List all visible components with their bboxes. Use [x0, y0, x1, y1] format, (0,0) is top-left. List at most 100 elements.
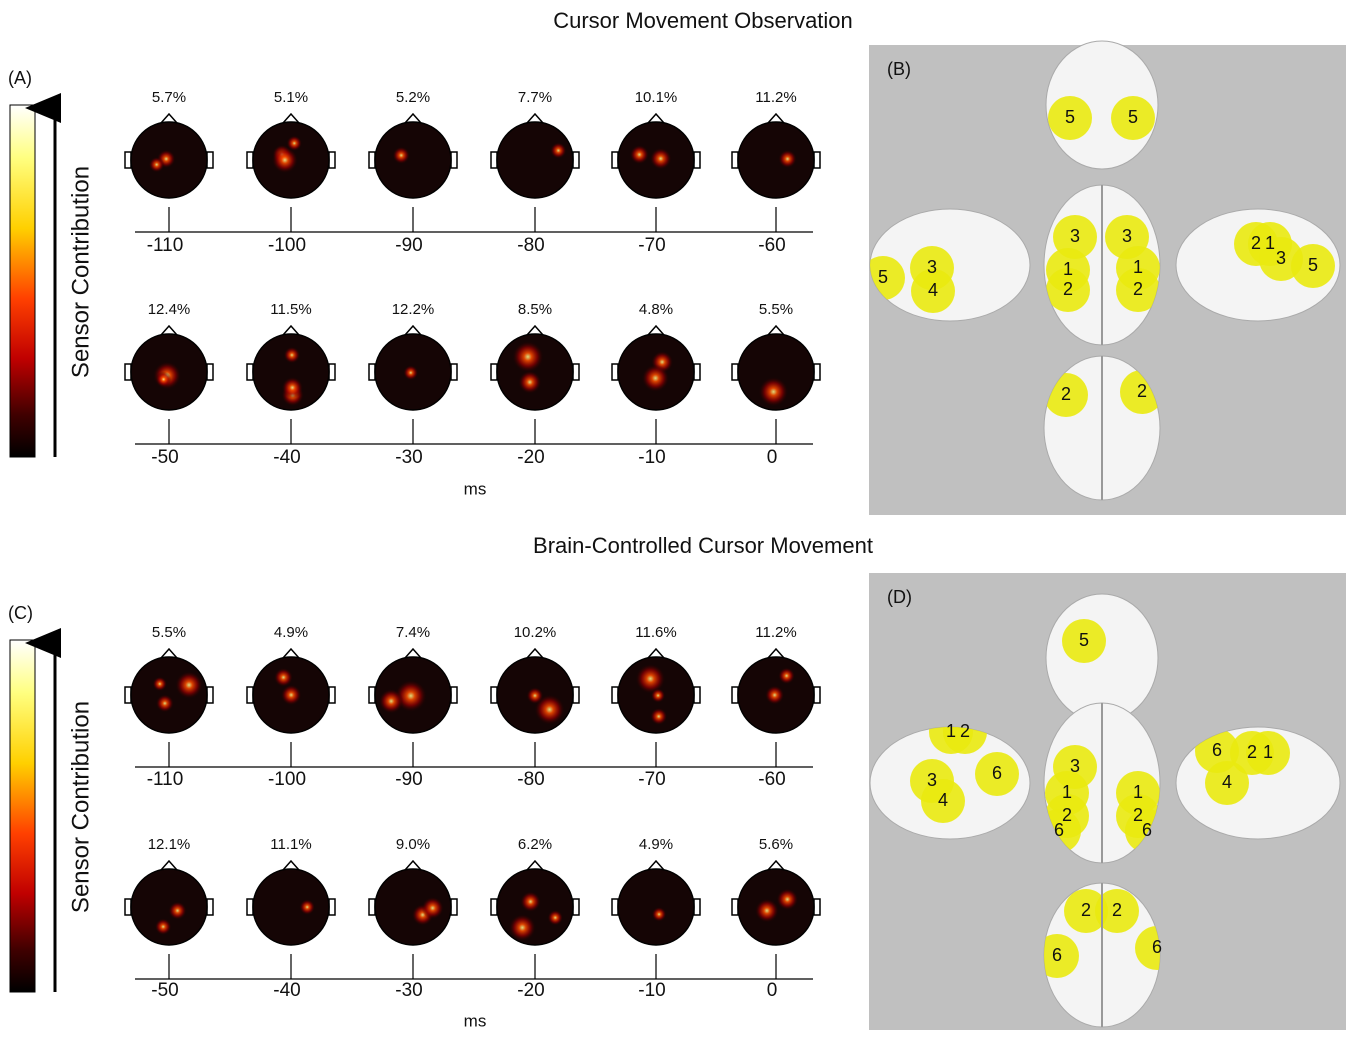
- region-label: 4: [928, 280, 938, 300]
- page: Cursor Movement Observation(A)Sensor Con…: [0, 0, 1348, 1038]
- activation: [642, 364, 669, 391]
- head: [497, 122, 573, 198]
- topomap: [125, 861, 213, 945]
- section-title: Brain-Controlled Cursor Movement: [533, 533, 873, 558]
- activation: [403, 365, 418, 380]
- percent-label: 6.2%: [518, 836, 552, 853]
- activation: [284, 347, 300, 363]
- panel-label: (B): [887, 59, 911, 79]
- time-label: -30: [395, 980, 422, 1001]
- percent-label: 8.5%: [518, 301, 552, 318]
- topomap: [491, 861, 579, 945]
- time-label: -70: [638, 235, 665, 256]
- topomap: [369, 861, 457, 945]
- time-label: -100: [268, 235, 306, 256]
- region-label: 1: [1133, 782, 1143, 802]
- activation: [379, 689, 404, 714]
- activation: [550, 142, 566, 158]
- topomap: [369, 114, 457, 198]
- region-label: 3: [927, 257, 937, 277]
- figure: Cursor Movement Observation(A)Sensor Con…: [0, 0, 1348, 1033]
- topomap: [612, 326, 700, 410]
- activation: [777, 889, 799, 911]
- time-label: -40: [273, 447, 300, 468]
- region-label: 1: [1265, 233, 1275, 253]
- region-label: 2: [1063, 279, 1073, 299]
- time-label: -10: [638, 980, 665, 1001]
- activation: [272, 147, 298, 173]
- percent-label: 9.0%: [396, 836, 430, 853]
- colorbar-label: Sensor Contribution: [67, 701, 94, 913]
- activation: [527, 687, 544, 704]
- activation: [509, 914, 536, 941]
- percent-label: 5.5%: [152, 624, 186, 641]
- activation: [281, 685, 301, 705]
- percent-label: 4.9%: [639, 836, 673, 853]
- region-label: 6: [1142, 820, 1152, 840]
- percent-label: 11.6%: [635, 624, 676, 641]
- percent-label: 12.1%: [148, 836, 191, 853]
- region-label: 2: [1081, 900, 1091, 920]
- time-label: -20: [517, 447, 544, 468]
- time-label: 0: [767, 980, 778, 1001]
- region-label: 2: [1112, 900, 1122, 920]
- percent-label: 4.9%: [274, 624, 308, 641]
- topomap: [491, 326, 579, 410]
- activation: [393, 147, 410, 164]
- topomap: [612, 114, 700, 198]
- time-label: -20: [517, 980, 544, 1001]
- region-label: 5: [1128, 107, 1138, 127]
- activation: [512, 341, 543, 372]
- region-label: 3: [1122, 226, 1132, 246]
- topomap: [247, 326, 335, 410]
- activation: [778, 667, 795, 684]
- region-label: 1: [946, 721, 956, 741]
- activation: [156, 372, 171, 387]
- axis-label: ms: [464, 479, 487, 498]
- percent-label: 10.1%: [635, 89, 678, 106]
- topomap: [369, 326, 457, 410]
- activation: [548, 910, 563, 925]
- region-label: 5: [1065, 107, 1075, 127]
- activation: [518, 371, 541, 394]
- panel-label: (C): [8, 603, 33, 623]
- activation: [778, 150, 796, 168]
- time-label: -80: [517, 769, 544, 790]
- time-label: -100: [268, 769, 306, 790]
- region-label: 2: [1137, 381, 1147, 401]
- percent-label: 5.7%: [152, 89, 186, 106]
- topomap: [612, 861, 700, 945]
- region-label: 1: [1263, 742, 1273, 762]
- region-label: 2: [1247, 742, 1257, 762]
- activation: [650, 148, 672, 170]
- time-label: -110: [147, 769, 184, 790]
- activation: [759, 377, 788, 406]
- percent-label: 7.4%: [396, 624, 430, 641]
- region-label: 3: [1070, 756, 1080, 776]
- section-title: Cursor Movement Observation: [553, 8, 853, 33]
- panel-label: (D): [887, 587, 912, 607]
- percent-label: 11.1%: [270, 836, 311, 853]
- head: [375, 122, 451, 198]
- topomap: [732, 326, 820, 410]
- percent-label: 5.1%: [274, 89, 308, 106]
- time-label: -70: [638, 769, 665, 790]
- activation: [168, 902, 186, 920]
- head: [253, 869, 329, 945]
- activation: [650, 708, 667, 725]
- time-label: -40: [273, 980, 300, 1001]
- time-label: -60: [758, 235, 785, 256]
- activation: [520, 891, 540, 911]
- colorbar-label: Sensor Contribution: [67, 166, 94, 378]
- activation: [765, 686, 784, 705]
- region-label: 6: [1054, 820, 1064, 840]
- percent-label: 4.8%: [639, 301, 673, 318]
- percent-label: 11.2%: [755, 89, 796, 106]
- region-label: 6: [1152, 937, 1162, 957]
- time-label: -60: [758, 769, 785, 790]
- topomap: [369, 649, 457, 733]
- region-label: 2: [1061, 384, 1071, 404]
- topomap: [125, 649, 213, 733]
- percent-label: 12.2%: [392, 301, 435, 318]
- activation: [153, 677, 167, 691]
